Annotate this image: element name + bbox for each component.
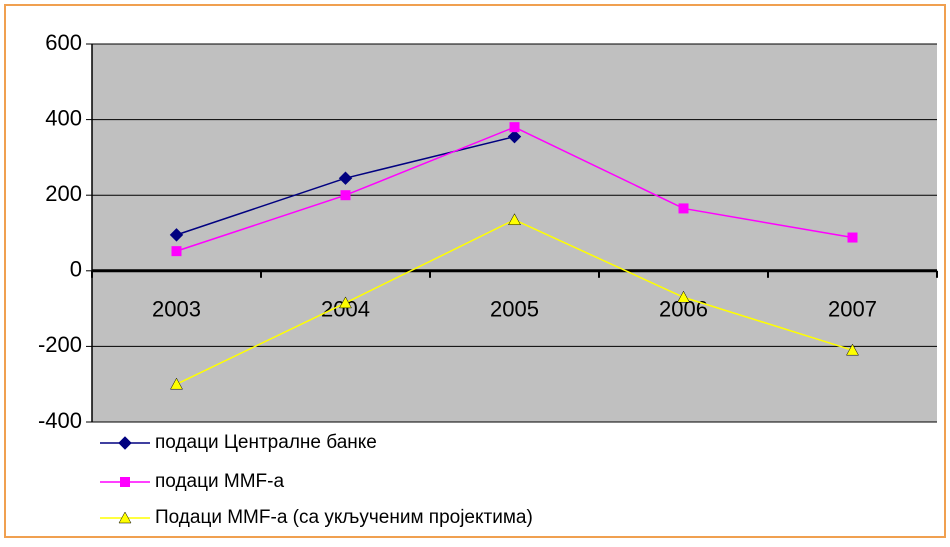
legend-label: подаци Централне банке <box>155 432 377 453</box>
x-tick-label: 2005 <box>490 297 539 322</box>
data-point <box>339 296 352 309</box>
y-tick-label: -200 <box>38 332 82 357</box>
y-tick-label: 0 <box>70 257 82 282</box>
data-point <box>340 190 351 201</box>
legend: подаци Централне банке подаци ММF-а Подаци… <box>100 432 533 528</box>
y-tick-label: 600 <box>45 30 82 55</box>
data-point <box>170 377 183 390</box>
data-point <box>171 246 182 257</box>
legend-label: Подаци ММF-а (са укљученим пројектима) <box>155 507 533 528</box>
data-point <box>169 228 184 242</box>
y-tick-label: 200 <box>45 181 82 206</box>
data-point <box>508 213 521 226</box>
legend-label: подаци ММF-а <box>155 471 284 492</box>
data-point <box>846 343 859 356</box>
data-point <box>509 122 520 133</box>
legend-marker <box>118 511 132 524</box>
x-tick-label: 2003 <box>152 297 201 322</box>
x-tick-label: 2007 <box>828 297 877 322</box>
legend-marker <box>120 477 130 487</box>
data-point <box>507 129 522 144</box>
data-point <box>847 232 858 243</box>
y-tick-label: 400 <box>45 105 82 130</box>
data-point <box>338 171 353 185</box>
data-point <box>678 203 689 214</box>
legend-marker <box>118 436 132 450</box>
y-tick-label: -400 <box>38 408 82 433</box>
data-point <box>677 290 690 303</box>
plot-area <box>92 44 937 422</box>
